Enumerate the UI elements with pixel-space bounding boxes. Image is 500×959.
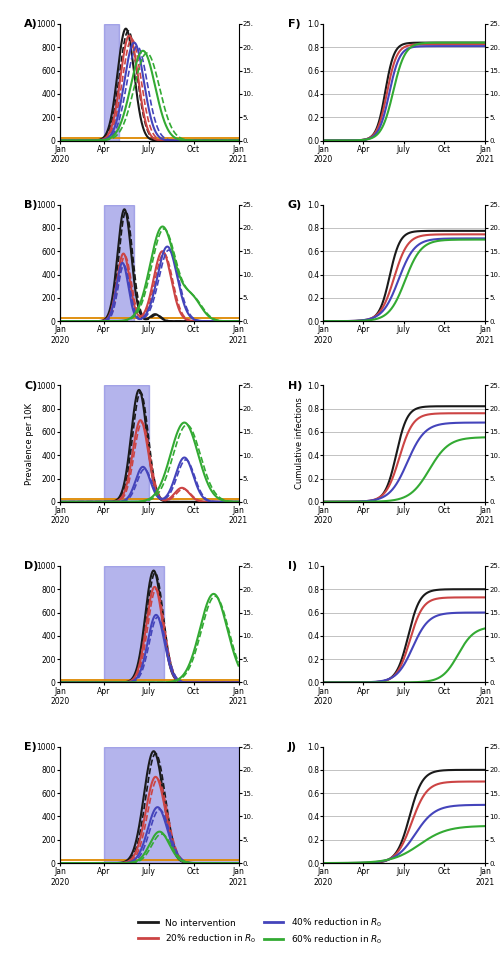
Text: H): H) xyxy=(288,381,302,390)
Text: F): F) xyxy=(288,19,300,30)
Text: B): B) xyxy=(24,200,38,210)
Y-axis label: Cumulative infections: Cumulative infections xyxy=(296,398,304,489)
Bar xyxy=(104,204,134,321)
Text: D): D) xyxy=(24,561,38,572)
Bar xyxy=(104,746,238,863)
Legend: No intervention, 20% reduction in $R_0$, 40% reduction in $R_0$, 60% reduction i: No intervention, 20% reduction in $R_0$,… xyxy=(134,913,386,949)
Text: A): A) xyxy=(24,19,38,30)
Text: J): J) xyxy=(288,742,297,752)
Text: E): E) xyxy=(24,742,37,752)
Bar xyxy=(104,566,164,683)
Text: C): C) xyxy=(24,381,38,390)
Text: G): G) xyxy=(288,200,302,210)
Bar xyxy=(104,386,149,502)
Text: I): I) xyxy=(288,561,297,572)
Bar xyxy=(104,24,119,141)
Y-axis label: Prevalence per 10K: Prevalence per 10K xyxy=(24,403,34,484)
